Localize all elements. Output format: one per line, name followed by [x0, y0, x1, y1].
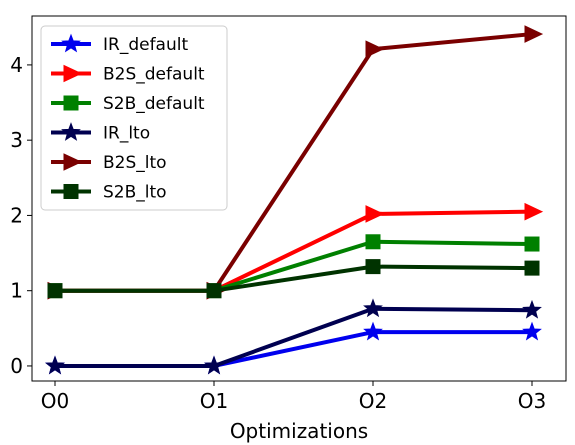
x-tick-label: O1 — [200, 389, 228, 413]
legend-label: S2B_lto — [103, 183, 167, 203]
legend-label: IR_default — [103, 35, 188, 55]
legend: IR_default B2S_default S2B_default IR_lto B2… — [40, 25, 228, 211]
legend-marker — [61, 33, 81, 53]
x-tick-label: O3 — [518, 389, 546, 413]
data-point — [204, 355, 224, 375]
series-IR_lto — [45, 298, 542, 375]
legend-item: IR_default — [51, 33, 188, 55]
y-tick-label: 0 — [10, 354, 23, 378]
series-S2B_lto — [47, 259, 540, 299]
data-point — [522, 321, 542, 341]
legend-item: S2B_lto — [51, 183, 167, 203]
legend-marker — [63, 184, 79, 199]
data-point — [206, 283, 222, 299]
legend-label: IR_lto — [103, 124, 150, 144]
data-point — [363, 321, 383, 341]
legend-marker — [63, 153, 83, 171]
legend-label: B2S_default — [103, 65, 205, 85]
data-point — [363, 298, 383, 318]
data-point — [524, 25, 544, 43]
legend-marker — [63, 64, 83, 83]
series-layer — [45, 25, 544, 375]
legend-item: B2S_default — [51, 65, 205, 85]
data-point — [365, 234, 381, 250]
data-point — [47, 283, 63, 299]
x-tick-label: O0 — [41, 389, 69, 413]
data-point — [524, 202, 544, 221]
x-tick-label: O2 — [359, 389, 387, 413]
y-tick-label: 2 — [10, 203, 23, 227]
legend-item: S2B_default — [51, 94, 205, 114]
axis-ticks: O0 O1 O2 O3 0 1 2 3 4 — [10, 53, 546, 413]
x-axis-label: Optimizations — [230, 419, 368, 443]
data-point — [522, 299, 542, 319]
data-point — [45, 355, 65, 375]
y-tick-label: 4 — [10, 53, 23, 77]
data-point — [365, 40, 385, 58]
legend-marker — [61, 122, 81, 141]
legend-label: B2S_lto — [103, 153, 167, 173]
data-point — [524, 260, 540, 276]
legend-item: IR_lto — [51, 122, 150, 144]
legend-item: B2S_lto — [51, 153, 167, 173]
series-line — [55, 306, 533, 368]
plot-frame — [31, 15, 567, 382]
legend-label: S2B_default — [103, 94, 205, 114]
legend-marker — [63, 95, 79, 111]
y-tick-label: 3 — [10, 128, 23, 152]
series-line — [55, 264, 533, 293]
series-B2S_default — [47, 202, 544, 300]
y-tick-label: 1 — [10, 279, 23, 303]
data-point — [365, 205, 385, 223]
data-point — [365, 259, 381, 275]
data-point — [524, 236, 540, 252]
